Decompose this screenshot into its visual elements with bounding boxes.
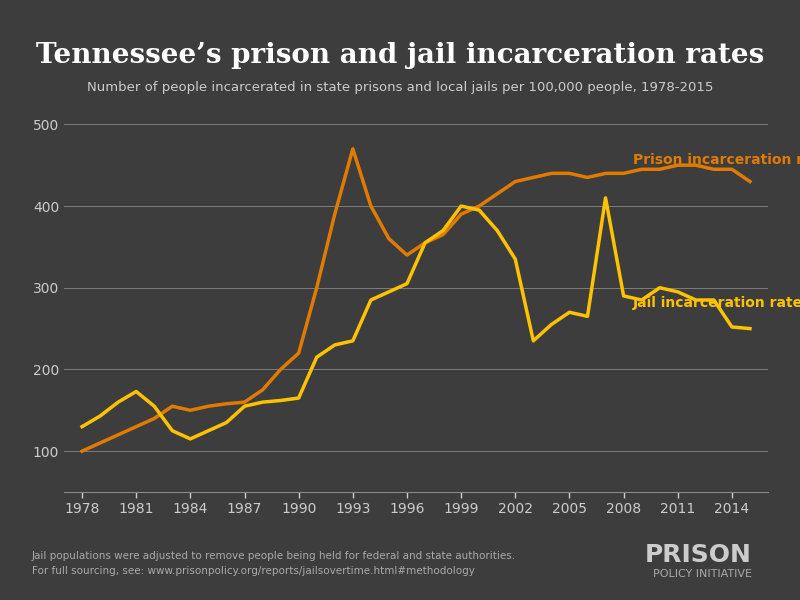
Text: Jail incarceration rate: Jail incarceration rate [633,296,800,310]
Text: Tennessee’s prison and jail incarceration rates: Tennessee’s prison and jail incarceratio… [36,42,764,69]
Text: Prison incarceration rate: Prison incarceration rate [633,153,800,167]
Text: Jail populations were adjusted to remove people being held for federal and state: Jail populations were adjusted to remove… [32,551,516,576]
Text: POLICY INITIATIVE: POLICY INITIATIVE [653,569,752,579]
Text: Number of people incarcerated in state prisons and local jails per 100,000 peopl: Number of people incarcerated in state p… [87,81,713,94]
Text: PRISON: PRISON [645,543,752,567]
